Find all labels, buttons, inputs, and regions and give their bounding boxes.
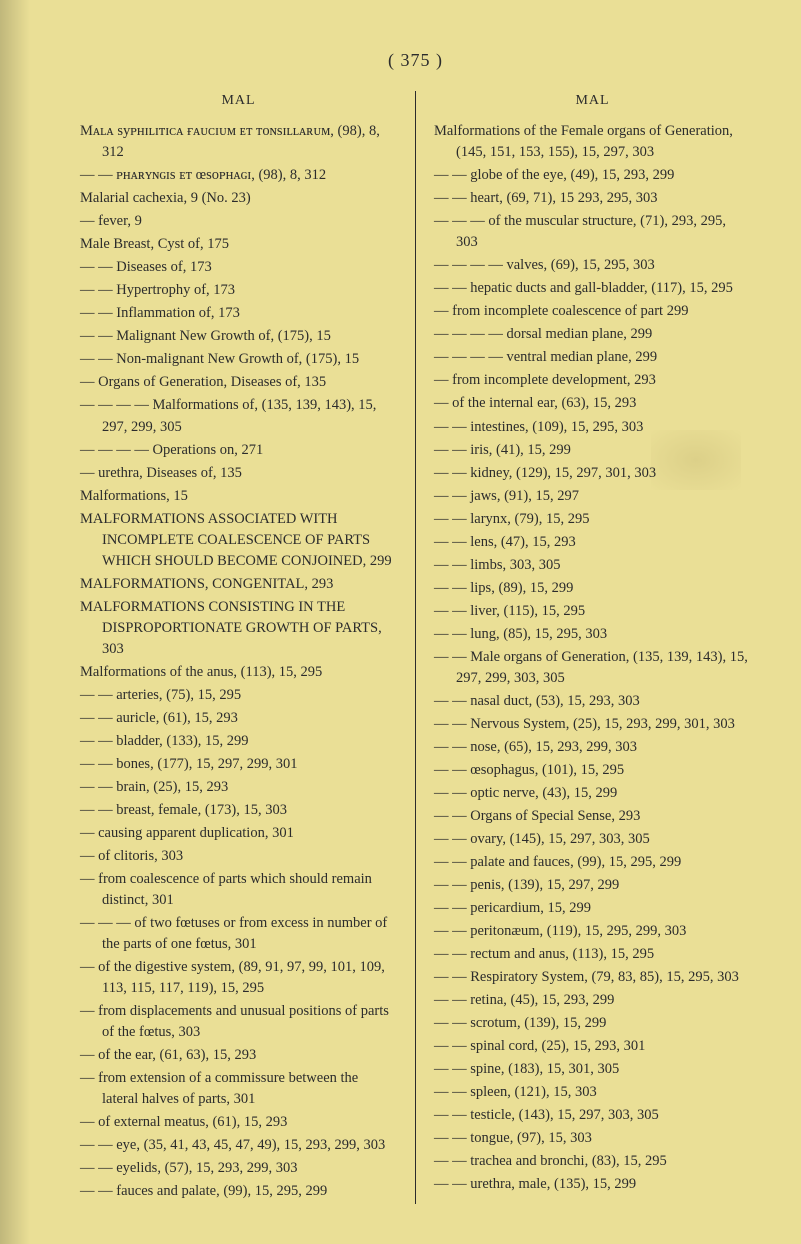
index-entry: — — — of the muscular structure, (71), 2… xyxy=(434,211,751,253)
index-entry: — — intestines, (109), 15, 295, 303 xyxy=(434,417,751,438)
index-entry: — from extension of a commissure between… xyxy=(80,1068,397,1110)
index-entry: — — iris, (41), 15, 299 xyxy=(434,440,751,461)
index-entry: — — pericardium, 15, 299 xyxy=(434,898,751,919)
index-entry: Malformations of the Female organs of Ge… xyxy=(434,121,751,163)
index-entry: — — bones, (177), 15, 297, 299, 301 xyxy=(80,754,397,775)
page: ( 375 ) MAL Mᴀʟᴀ syᴘʜɪʟɪᴛɪᴄᴀ ғᴀᴜᴄɪᴜᴍ ᴇᴛ … xyxy=(0,0,801,1244)
index-entry: Malarial cachexia, 9 (No. 23) xyxy=(80,188,397,209)
index-entry: — — rectum and anus, (113), 15, 295 xyxy=(434,944,751,965)
index-entry: — — lung, (85), 15, 295, 303 xyxy=(434,624,751,645)
right-entries-list: Malformations of the Female organs of Ge… xyxy=(434,121,751,1195)
index-entry: — from coalescence of parts which should… xyxy=(80,869,397,911)
index-entry: — — spinal cord, (25), 15, 293, 301 xyxy=(434,1036,751,1057)
index-entry: — — spine, (183), 15, 301, 305 xyxy=(434,1059,751,1080)
columns-container: MAL Mᴀʟᴀ syᴘʜɪʟɪᴛɪᴄᴀ ғᴀᴜᴄɪᴜᴍ ᴇᴛ ᴛᴏɴsɪʟʟᴀ… xyxy=(80,91,751,1204)
index-entry: MALFORMATIONS CONSISTING IN THE DISPROPO… xyxy=(80,597,397,660)
index-entry: — — nasal duct, (53), 15, 293, 303 xyxy=(434,691,751,712)
index-entry: — — eye, (35, 41, 43, 45, 47, 49), 15, 2… xyxy=(80,1135,397,1156)
index-entry: Male Breast, Cyst of, 175 xyxy=(80,234,397,255)
index-entry: — Organs of Generation, Diseases of, 135 xyxy=(80,372,397,393)
index-entry: — — globe of the eye, (49), 15, 293, 299 xyxy=(434,165,751,186)
left-entries-list: Mᴀʟᴀ syᴘʜɪʟɪᴛɪᴄᴀ ғᴀᴜᴄɪᴜᴍ ᴇᴛ ᴛᴏɴsɪʟʟᴀʀᴜᴍ,… xyxy=(80,121,397,1202)
index-entry: — causing apparent duplication, 301 xyxy=(80,823,397,844)
index-entry: — — Hypertrophy of, 173 xyxy=(80,280,397,301)
index-entry: — — œsophagus, (101), 15, 295 xyxy=(434,760,751,781)
index-entry: — — Non-malignant New Growth of, (175), … xyxy=(80,349,397,370)
index-entry: — — hepatic ducts and gall-bladder, (117… xyxy=(434,278,751,299)
index-entry: — — penis, (139), 15, 297, 299 xyxy=(434,875,751,896)
index-entry: — — lens, (47), 15, 293 xyxy=(434,532,751,553)
index-entry: — — bladder, (133), 15, 299 xyxy=(80,731,397,752)
index-entry: — — peritonæum, (119), 15, 295, 299, 303 xyxy=(434,921,751,942)
column-heading-right: MAL xyxy=(434,91,751,111)
index-entry: — — liver, (115), 15, 295 xyxy=(434,601,751,622)
index-entry: — — trachea and bronchi, (83), 15, 295 xyxy=(434,1151,751,1172)
index-entry: — — ovary, (145), 15, 297, 303, 305 xyxy=(434,829,751,850)
index-entry: — — Malignant New Growth of, (175), 15 xyxy=(80,326,397,347)
index-entry: — — spleen, (121), 15, 303 xyxy=(434,1082,751,1103)
index-entry: — — breast, female, (173), 15, 303 xyxy=(80,800,397,821)
index-entry: — — testicle, (143), 15, 297, 303, 305 xyxy=(434,1105,751,1126)
index-entry: — of the internal ear, (63), 15, 293 xyxy=(434,393,751,414)
index-entry: — fever, 9 xyxy=(80,211,397,232)
index-entry: — — lips, (89), 15, 299 xyxy=(434,578,751,599)
index-entry: — of external meatus, (61), 15, 293 xyxy=(80,1112,397,1133)
index-entry: — — tongue, (97), 15, 303 xyxy=(434,1128,751,1149)
index-entry: Malformations of the anus, (113), 15, 29… xyxy=(80,662,397,683)
index-entry: — — — — Operations on, 271 xyxy=(80,440,397,461)
index-entry: Mᴀʟᴀ syᴘʜɪʟɪᴛɪᴄᴀ ғᴀᴜᴄɪᴜᴍ ᴇᴛ ᴛᴏɴsɪʟʟᴀʀᴜᴍ,… xyxy=(80,121,397,163)
index-entry: — — arteries, (75), 15, 295 xyxy=(80,685,397,706)
index-entry: — urethra, Diseases of, 135 xyxy=(80,463,397,484)
column-heading-left: MAL xyxy=(80,91,397,111)
index-entry: — from incomplete development, 293 xyxy=(434,370,751,391)
index-entry: MALFORMATIONS ASSOCIATED WITH INCOMPLETE… xyxy=(80,509,397,572)
index-entry: — — — — dorsal median plane, 299 xyxy=(434,324,751,345)
index-entry: — — Respiratory System, (79, 83, 85), 15… xyxy=(434,967,751,988)
index-entry: — — eyelids, (57), 15, 293, 299, 303 xyxy=(80,1158,397,1179)
index-entry: — — — — Malformations of, (135, 139, 143… xyxy=(80,395,397,437)
left-column: MAL Mᴀʟᴀ syᴘʜɪʟɪᴛɪᴄᴀ ғᴀᴜᴄɪᴜᴍ ᴇᴛ ᴛᴏɴsɪʟʟᴀ… xyxy=(80,91,415,1204)
index-entry: — — retina, (45), 15, 293, 299 xyxy=(434,990,751,1011)
index-entry: — — ᴘʜᴀʀʏɴɢɪs ᴇᴛ œsᴏᴘʜᴀɢɪ, (98), 8, 312 xyxy=(80,165,397,186)
index-entry: — from incomplete coalescence of part 29… xyxy=(434,301,751,322)
index-entry: — — — of two fœtuses or from excess in n… xyxy=(80,913,397,955)
index-entry: — — larynx, (79), 15, 295 xyxy=(434,509,751,530)
index-entry: MALFORMATIONS, CONGENITAL, 293 xyxy=(80,574,397,595)
index-entry: — — palate and fauces, (99), 15, 295, 29… xyxy=(434,852,751,873)
index-entry: — — Diseases of, 173 xyxy=(80,257,397,278)
index-entry: — — heart, (69, 71), 15 293, 295, 303 xyxy=(434,188,751,209)
index-entry: — — jaws, (91), 15, 297 xyxy=(434,486,751,507)
right-column: MAL Malformations of the Female organs o… xyxy=(416,91,751,1204)
index-entry: — — Nervous System, (25), 15, 293, 299, … xyxy=(434,714,751,735)
page-number: ( 375 ) xyxy=(80,50,751,71)
index-entry: — — Male organs of Generation, (135, 139… xyxy=(434,647,751,689)
index-entry: — — Organs of Special Sense, 293 xyxy=(434,806,751,827)
index-entry: — of clitoris, 303 xyxy=(80,846,397,867)
index-entry: Malformations, 15 xyxy=(80,486,397,507)
binding-shadow xyxy=(0,0,30,1244)
index-entry: — — scrotum, (139), 15, 299 xyxy=(434,1013,751,1034)
index-entry: — — fauces and palate, (99), 15, 295, 29… xyxy=(80,1181,397,1202)
index-entry: — — urethra, male, (135), 15, 299 xyxy=(434,1174,751,1195)
index-entry: — — auricle, (61), 15, 293 xyxy=(80,708,397,729)
index-entry: — — — — valves, (69), 15, 295, 303 xyxy=(434,255,751,276)
index-entry: — from displacements and unusual positio… xyxy=(80,1001,397,1043)
index-entry: — — nose, (65), 15, 293, 299, 303 xyxy=(434,737,751,758)
index-entry: — — optic nerve, (43), 15, 299 xyxy=(434,783,751,804)
index-entry: — — — — ventral median plane, 299 xyxy=(434,347,751,368)
index-entry: — — brain, (25), 15, 293 xyxy=(80,777,397,798)
index-entry: — — Inflammation of, 173 xyxy=(80,303,397,324)
index-entry: — — limbs, 303, 305 xyxy=(434,555,751,576)
index-entry: — — kidney, (129), 15, 297, 301, 303 xyxy=(434,463,751,484)
index-entry: — of the ear, (61, 63), 15, 293 xyxy=(80,1045,397,1066)
index-entry: — of the digestive system, (89, 91, 97, … xyxy=(80,957,397,999)
